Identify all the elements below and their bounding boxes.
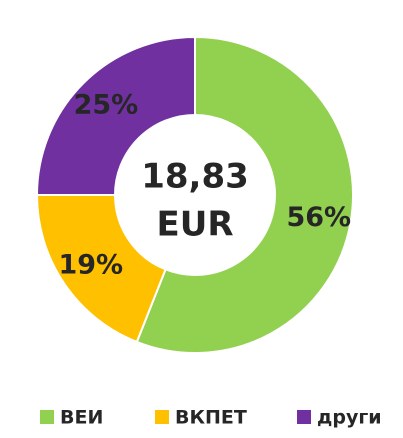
legend-label: други	[317, 407, 382, 429]
slice	[35, 194, 167, 344]
legend-label: ВЕИ	[60, 407, 103, 429]
center-text: EUR	[156, 205, 233, 245]
slice	[135, 35, 354, 354]
legend-swatch	[155, 410, 169, 424]
data-label: 56%	[286, 202, 351, 233]
legend-label: ВКПЕТ	[175, 407, 247, 429]
data-label: 25%	[74, 89, 139, 120]
center-text: 18,83	[141, 157, 249, 197]
legend-swatch	[297, 410, 311, 424]
slice	[35, 35, 196, 196]
legend-swatch	[40, 410, 54, 424]
data-label: 19%	[58, 249, 123, 280]
